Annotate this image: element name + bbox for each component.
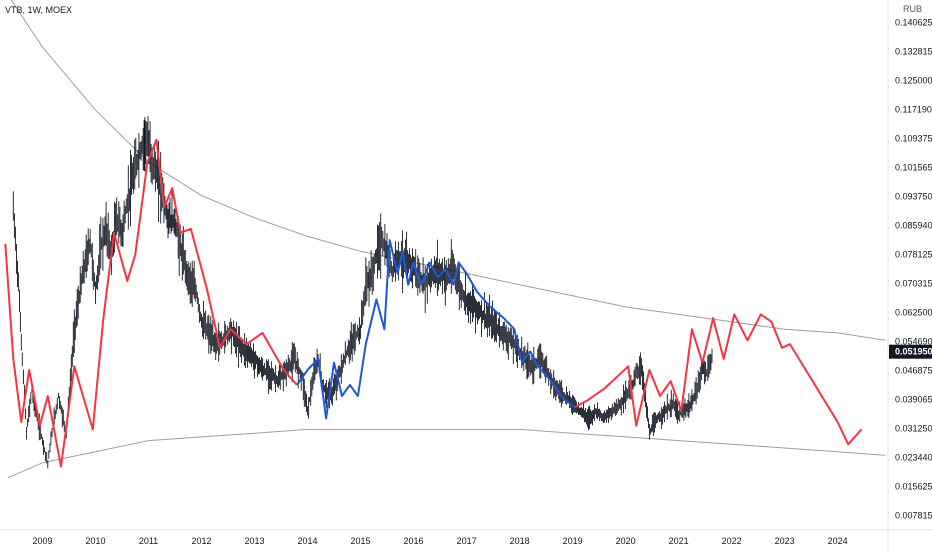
x-tick-label: 2020 (616, 536, 636, 546)
y-tick-label: 0.046875 (895, 366, 932, 376)
y-tick-label: 0.132815 (895, 47, 932, 57)
y-tick-label: 0.007815 (895, 511, 932, 521)
y-tick-label: 0.109375 (895, 134, 932, 144)
y-tick-label: 0.101565 (895, 163, 932, 173)
x-tick-label: 2013 (244, 536, 264, 546)
x-tick-label: 2016 (403, 536, 423, 546)
x-tick-label: 2024 (828, 536, 848, 546)
y-tick-label: 0.070315 (895, 279, 932, 289)
x-tick-label: 2019 (563, 536, 583, 546)
currency-unit: RUB (902, 4, 922, 14)
y-tick-label: 0.015625 (895, 482, 932, 492)
last-price-badge (889, 344, 932, 359)
x-tick-label: 2015 (350, 536, 370, 546)
y-tick-label: 0.085940 (895, 221, 932, 231)
x-tick-label: 2023 (775, 536, 795, 546)
y-tick-label: 0.039065 (895, 395, 932, 405)
x-tick-label: 2018 (510, 536, 530, 546)
y-tick-label: 0.117190 (895, 105, 932, 115)
channel-lower-line (7, 428, 886, 479)
y-tick-label: 0.078125 (895, 250, 932, 260)
x-tick-label: 2021 (669, 536, 689, 546)
wave-red-projection-line (574, 313, 863, 446)
x-tick-label: 2010 (85, 536, 105, 546)
y-tick-label: 0.054690 (895, 337, 932, 347)
chart-title: VTB, 1W, MOEX (5, 5, 73, 15)
y-tick-label: 0.093750 (895, 192, 932, 202)
last-price-label: 0.051950 (895, 347, 932, 357)
y-tick-label: 0.031250 (895, 424, 932, 434)
y-tick-label: 0.125000 (895, 76, 932, 86)
y-tick-label: 0.062500 (895, 308, 932, 318)
x-tick-label: 2009 (32, 536, 52, 546)
wave-blue-line (296, 239, 576, 420)
x-tick-label: 2011 (139, 536, 158, 546)
wave-red-line (4, 138, 298, 468)
x-tick-label: 2012 (191, 536, 211, 546)
x-tick-label: 2014 (297, 536, 317, 546)
y-tick-label: 0.140625 (895, 18, 932, 28)
y-tick-label: 0.023440 (895, 453, 932, 463)
x-tick-label: 2022 (722, 536, 742, 546)
x-tick-label: 2017 (457, 536, 477, 546)
